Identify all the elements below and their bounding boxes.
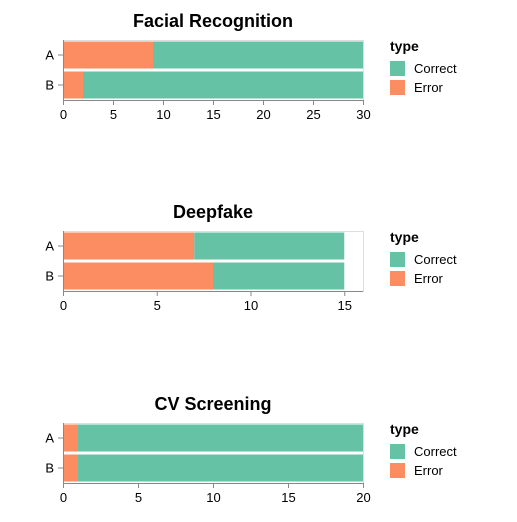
legend-label-error: Error [414, 80, 444, 95]
y-tick-label: B [45, 461, 54, 476]
legend-swatch-correct [390, 61, 405, 76]
x-tick-label: 5 [135, 490, 142, 505]
x-tick-label: 25 [306, 107, 320, 122]
bar-correct-A [194, 232, 345, 260]
chart-title: CV Screening [154, 394, 271, 414]
chart-panel-2: CV Screening AB0 5 10 15 20 type Correct Error [45, 394, 457, 505]
chart-panel-1: Deepfake AB0 5 10 15 type Correct Error [45, 202, 457, 313]
x-tick-label: 20 [256, 107, 270, 122]
legend-title: type [390, 421, 419, 437]
x-tick-label: 0 [60, 298, 67, 313]
bar-error-B [63, 71, 83, 99]
legend-label-error: Error [414, 463, 444, 478]
bar-error-A [63, 232, 195, 260]
bar-error-A [63, 41, 153, 69]
bar-correct-B [213, 262, 345, 290]
x-tick-label: 10 [156, 107, 170, 122]
y-tick-label: A [45, 48, 54, 63]
legend-title: type [390, 229, 419, 245]
bar-error-A [63, 424, 78, 452]
x-tick-label: 15 [206, 107, 220, 122]
x-tick-label: 15 [338, 298, 352, 313]
legend-swatch-error [390, 463, 405, 478]
bar-correct-A [153, 41, 363, 69]
legend-label-correct: Correct [414, 252, 457, 267]
x-tick-label: 0 [60, 490, 67, 505]
chart-panel-0: Facial Recognition AB0 5 10 15 20 25 30 type Corr… [45, 11, 457, 122]
y-tick-label: B [45, 269, 54, 284]
x-tick-label: 10 [206, 490, 220, 505]
bar-error-B [63, 454, 78, 482]
bar-correct-A [78, 424, 363, 452]
legend-title: type [390, 38, 419, 54]
y-tick-label: A [45, 239, 54, 254]
x-tick-label: 20 [356, 490, 370, 505]
legend-label-correct: Correct [414, 61, 457, 76]
legend-swatch-error [390, 271, 405, 286]
x-tick-label: 30 [356, 107, 370, 122]
x-tick-label: 15 [281, 490, 295, 505]
y-tick-label: A [45, 431, 54, 446]
x-tick-label: 10 [244, 298, 258, 313]
legend-swatch-error [390, 80, 405, 95]
chart-title: Deepfake [173, 202, 253, 222]
legend-swatch-correct [390, 444, 405, 459]
bar-correct-B [83, 71, 363, 99]
chart-title: Facial Recognition [133, 11, 293, 31]
legend-label-error: Error [414, 271, 444, 286]
x-tick-label: 0 [60, 107, 67, 122]
bar-error-B [63, 262, 213, 290]
x-tick-label: 5 [154, 298, 161, 313]
legend-swatch-correct [390, 252, 405, 267]
bar-correct-B [78, 454, 363, 482]
y-tick-label: B [45, 78, 54, 93]
legend-label-correct: Correct [414, 444, 457, 459]
x-tick-label: 5 [110, 107, 117, 122]
